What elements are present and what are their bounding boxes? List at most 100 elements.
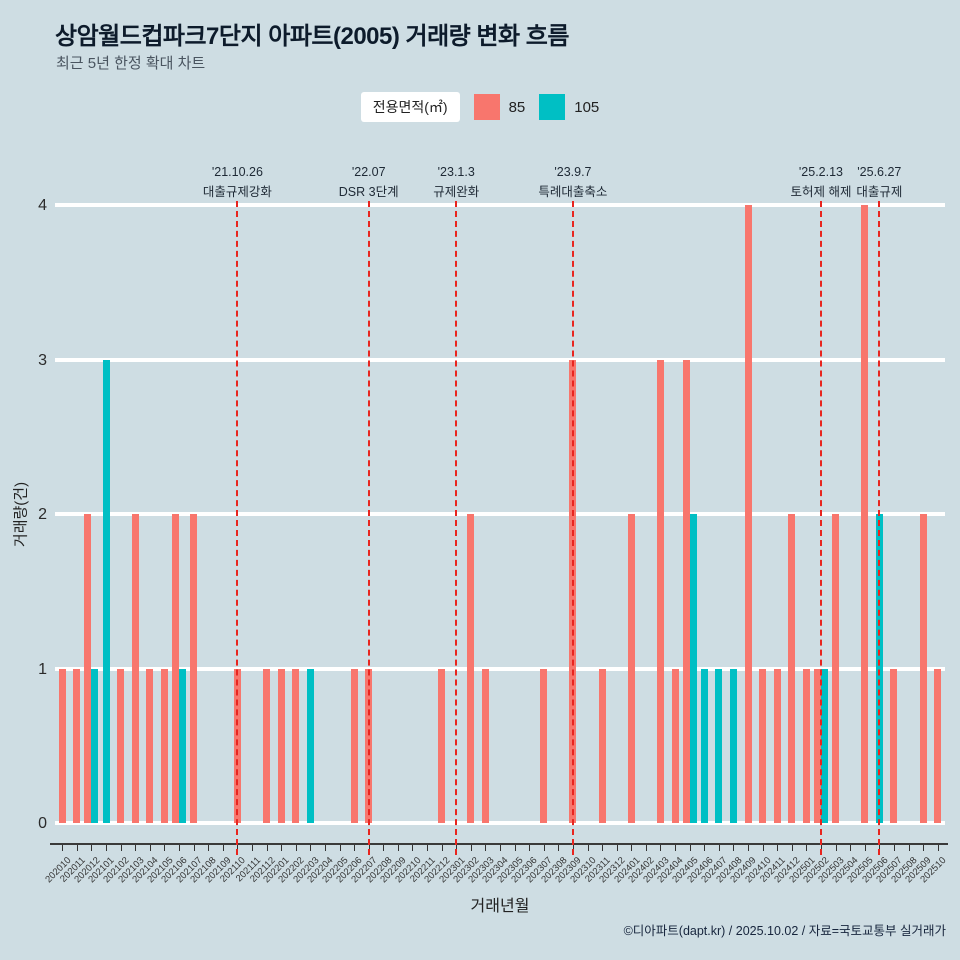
x-tick-202202	[295, 845, 297, 851]
bar-85-202404	[671, 668, 679, 823]
bar-85-202105	[160, 668, 168, 823]
bar-group-202210	[405, 205, 420, 823]
x-tick-202211	[427, 845, 429, 851]
x-tick-202208	[383, 845, 385, 851]
bar-group-202308	[551, 205, 566, 823]
legend: 전용면적(㎡) 85 105	[0, 92, 960, 122]
x-tick-202101	[106, 845, 108, 851]
x-tick-202306	[529, 845, 531, 851]
bar-group-202504	[843, 205, 858, 823]
bar-group-202510	[930, 205, 945, 823]
bar-group-202211	[420, 205, 435, 823]
x-tick-202108	[208, 845, 210, 851]
bar-group-202408	[726, 205, 741, 823]
x-tick-202304	[500, 845, 501, 851]
bar-group-202402	[639, 205, 654, 823]
x-tick-202012	[91, 845, 93, 851]
bar-group-202304	[493, 205, 508, 823]
bar-group-202503	[828, 205, 843, 823]
bar-85-202202	[292, 668, 300, 823]
event-label: 규제완화	[433, 185, 480, 199]
x-tick-202311	[602, 845, 604, 851]
x-tick-202210	[412, 845, 414, 851]
bar-85-202311	[598, 668, 606, 823]
bar-85-202011	[73, 668, 81, 823]
x-tick-202111	[251, 845, 253, 851]
x-tick-202401	[631, 845, 633, 851]
x-tick-202408	[733, 845, 735, 851]
x-tick-202011	[76, 845, 78, 851]
bar-group-202102	[113, 205, 128, 823]
x-tick-202501	[806, 845, 808, 851]
x-tick-202411	[777, 845, 779, 851]
bar-group-202312	[609, 205, 624, 823]
bar-85-202107	[190, 514, 198, 823]
bar-85-202010	[58, 668, 66, 823]
x-tick-202409	[748, 845, 750, 851]
bar-85-202411	[773, 668, 781, 823]
event-line-202301	[455, 201, 458, 855]
bar-group-202409	[741, 205, 756, 823]
bar-85-202307	[540, 668, 548, 823]
x-tick-202010	[62, 845, 64, 851]
bar-group-202502	[813, 205, 829, 823]
footer-credit: ©디아파트(dapt.kr) / 2025.10.02 / 자료=국토교통부 실…	[623, 924, 946, 938]
bar-group-202202	[288, 205, 303, 823]
event-date: '25.2.13	[798, 165, 844, 179]
legend-swatch-85-icon	[473, 94, 500, 120]
event-line-202110	[236, 201, 239, 855]
bar-group-202403	[653, 205, 668, 823]
event-line-202207	[367, 201, 370, 855]
x-tick-202209	[397, 845, 399, 851]
x-tick-202507	[893, 845, 895, 851]
x-tick-202102	[120, 845, 122, 851]
bar-group-202405	[682, 205, 697, 823]
bar-105-202407	[715, 668, 723, 823]
event-label: 대출규제	[856, 185, 903, 199]
x-tick-202505	[864, 845, 866, 851]
x-tick-202312	[616, 845, 618, 851]
bar-group-202311	[595, 205, 610, 823]
legend-item-85: 85	[473, 94, 525, 120]
bar-group-202108	[201, 205, 216, 823]
event-date: '22.07	[351, 165, 386, 179]
bar-85-202302	[467, 514, 475, 823]
bar-group-202103	[128, 205, 143, 823]
x-tick-202302	[470, 845, 472, 851]
bar-85-202102	[117, 668, 125, 823]
gridline-y1	[55, 666, 945, 671]
legend-title: 전용면적(㎡)	[360, 92, 460, 122]
bar-group-202406	[697, 205, 712, 823]
bar-group-202209	[391, 205, 406, 823]
bar-group-202410	[755, 205, 770, 823]
bar-group-202501	[799, 205, 814, 823]
bar-group-202011	[70, 205, 85, 823]
event-date: '25.6.27	[857, 165, 902, 179]
gridline-y4	[55, 203, 945, 207]
event-annotation-202207: '22.07 DSR 3단계	[339, 162, 399, 202]
bar-group-202201	[274, 205, 289, 823]
bar-group-202509	[916, 205, 931, 823]
y-tick-label-1: 1	[38, 660, 47, 678]
bar-105-202405	[689, 514, 697, 823]
bar-85-202507	[890, 668, 898, 823]
bar-85-202212	[438, 668, 446, 823]
bar-group-202104	[143, 205, 158, 823]
event-date: '21.10.26	[211, 165, 263, 179]
bar-85-202503	[832, 514, 840, 823]
bar-85-202103	[131, 514, 139, 823]
bar-85-202412	[788, 514, 796, 823]
bar-group-202508	[901, 205, 916, 823]
bar-85-202201	[277, 668, 285, 823]
bar-group-202302	[464, 205, 479, 823]
x-tick-202303	[485, 845, 487, 851]
x-tick-202106	[179, 845, 181, 851]
x-tick-202109	[222, 845, 224, 851]
bar-105-202106	[179, 668, 186, 823]
x-tick-202206	[354, 845, 356, 851]
bar-group-202010	[55, 205, 70, 823]
x-tick-202404	[675, 845, 677, 851]
x-tick-202402	[645, 845, 647, 851]
x-tick-202403	[660, 845, 662, 851]
event-line-202309	[571, 201, 574, 855]
